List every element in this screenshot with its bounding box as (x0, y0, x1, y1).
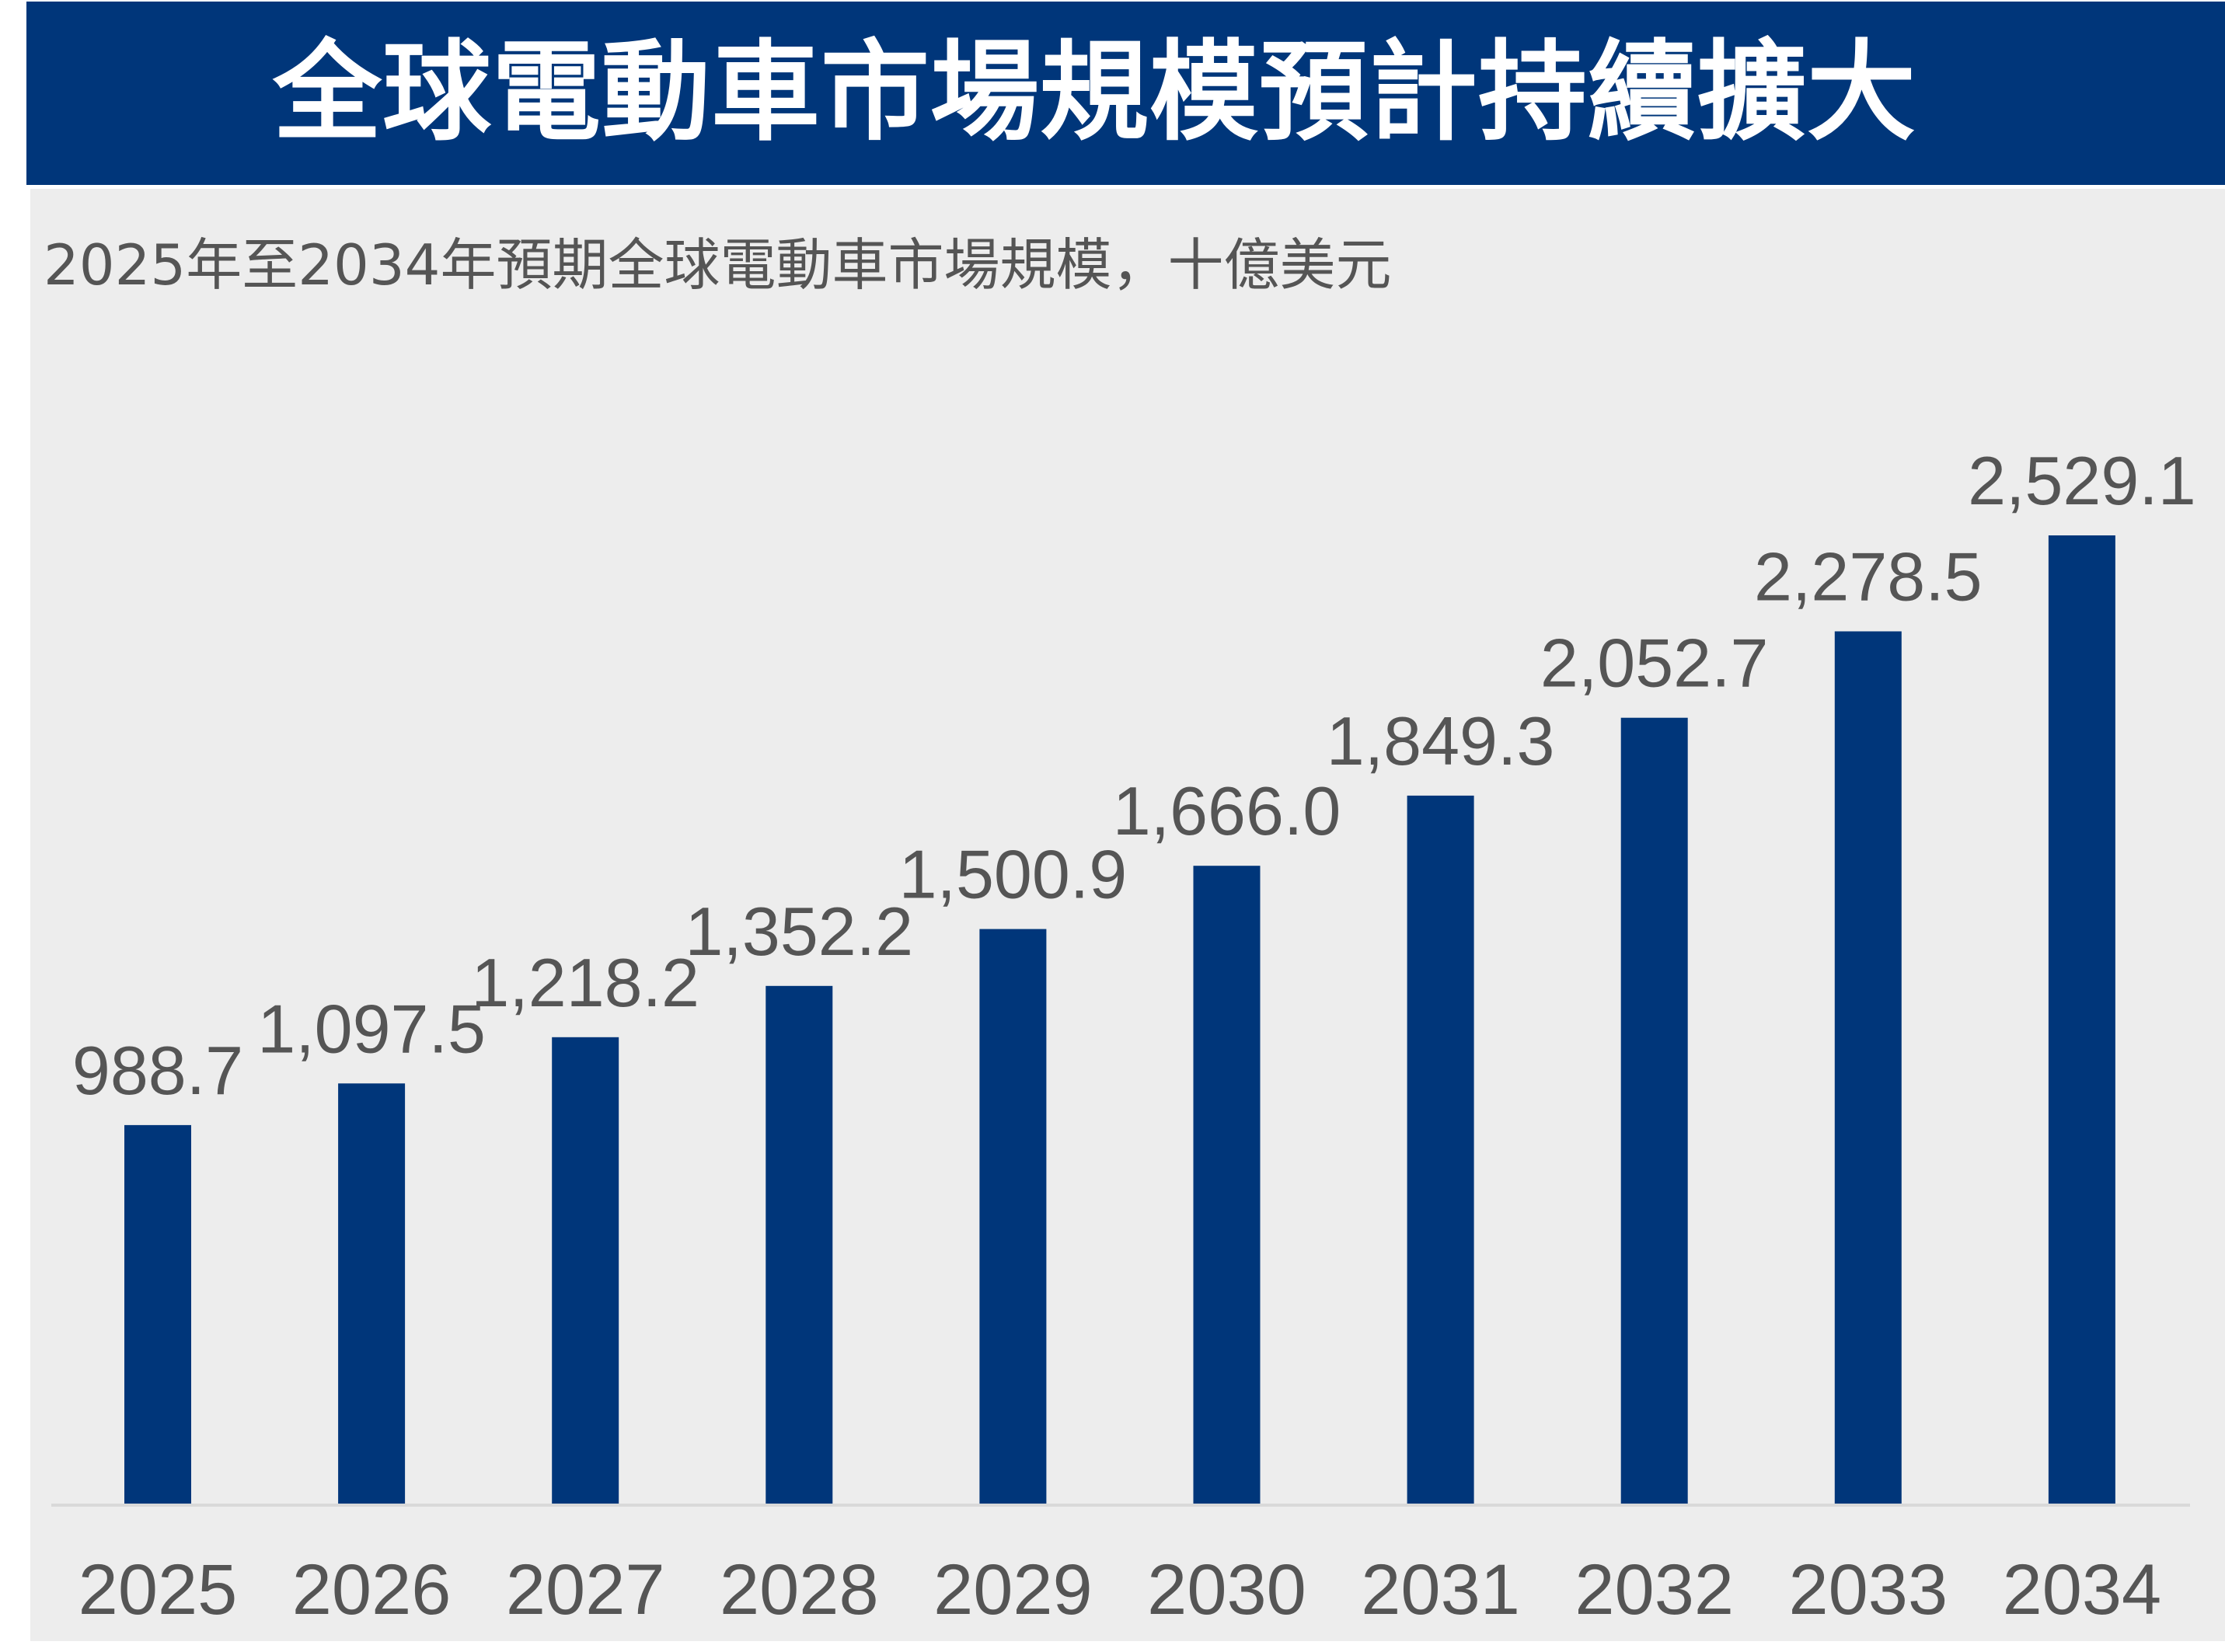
chart-title: 全球電動車市場規模預計持續擴大 (272, 30, 1916, 156)
value-label-2029: 1,500.9 (899, 836, 1128, 913)
x-tick-label-2027: 2027 (506, 1550, 665, 1629)
value-label-2027: 1,218.2 (471, 944, 699, 1021)
bar-2034 (2048, 535, 2115, 1504)
value-label-2034: 2,529.1 (1968, 442, 2196, 519)
value-label-2031: 1,849.3 (1327, 702, 1555, 779)
bar-2030 (1193, 866, 1261, 1504)
value-label-2032: 2,052.7 (1540, 625, 1769, 702)
x-tick-label-2028: 2028 (720, 1550, 879, 1629)
x-tick-label-2034: 2034 (2003, 1550, 2162, 1629)
bar-2029 (979, 929, 1047, 1504)
value-label-2033: 2,278.5 (1754, 538, 1983, 615)
x-tick-label-2033: 2033 (1788, 1550, 1948, 1629)
x-tick-label-2025: 2025 (78, 1550, 238, 1629)
bar-2027 (552, 1037, 619, 1504)
x-tick-label-2026: 2026 (292, 1550, 452, 1629)
bar-2032 (1620, 717, 1688, 1504)
bar-2031 (1407, 795, 1474, 1504)
x-tick-label-2030: 2030 (1147, 1550, 1306, 1629)
value-label-2025: 988.7 (72, 1032, 243, 1109)
value-label-2028: 1,352.2 (685, 893, 913, 970)
x-tick-label-2029: 2029 (933, 1550, 1093, 1629)
title-bar: 全球電動車市場規模預計持續擴大 (26, 2, 2225, 185)
x-tick-label-2032: 2032 (1575, 1550, 1734, 1629)
x-tick-label-2031: 2031 (1361, 1550, 1520, 1629)
bar-2028 (765, 985, 833, 1504)
bar-2026 (338, 1083, 406, 1504)
bar-2033 (1834, 631, 1902, 1504)
value-label-2030: 1,666.0 (1113, 772, 1341, 849)
chart-subtitle: 2025年至2034年預期全球電動車市場規模，十億美元 (44, 232, 1392, 298)
bar-2025 (124, 1124, 191, 1504)
value-label-2026: 1,097.5 (257, 990, 486, 1067)
